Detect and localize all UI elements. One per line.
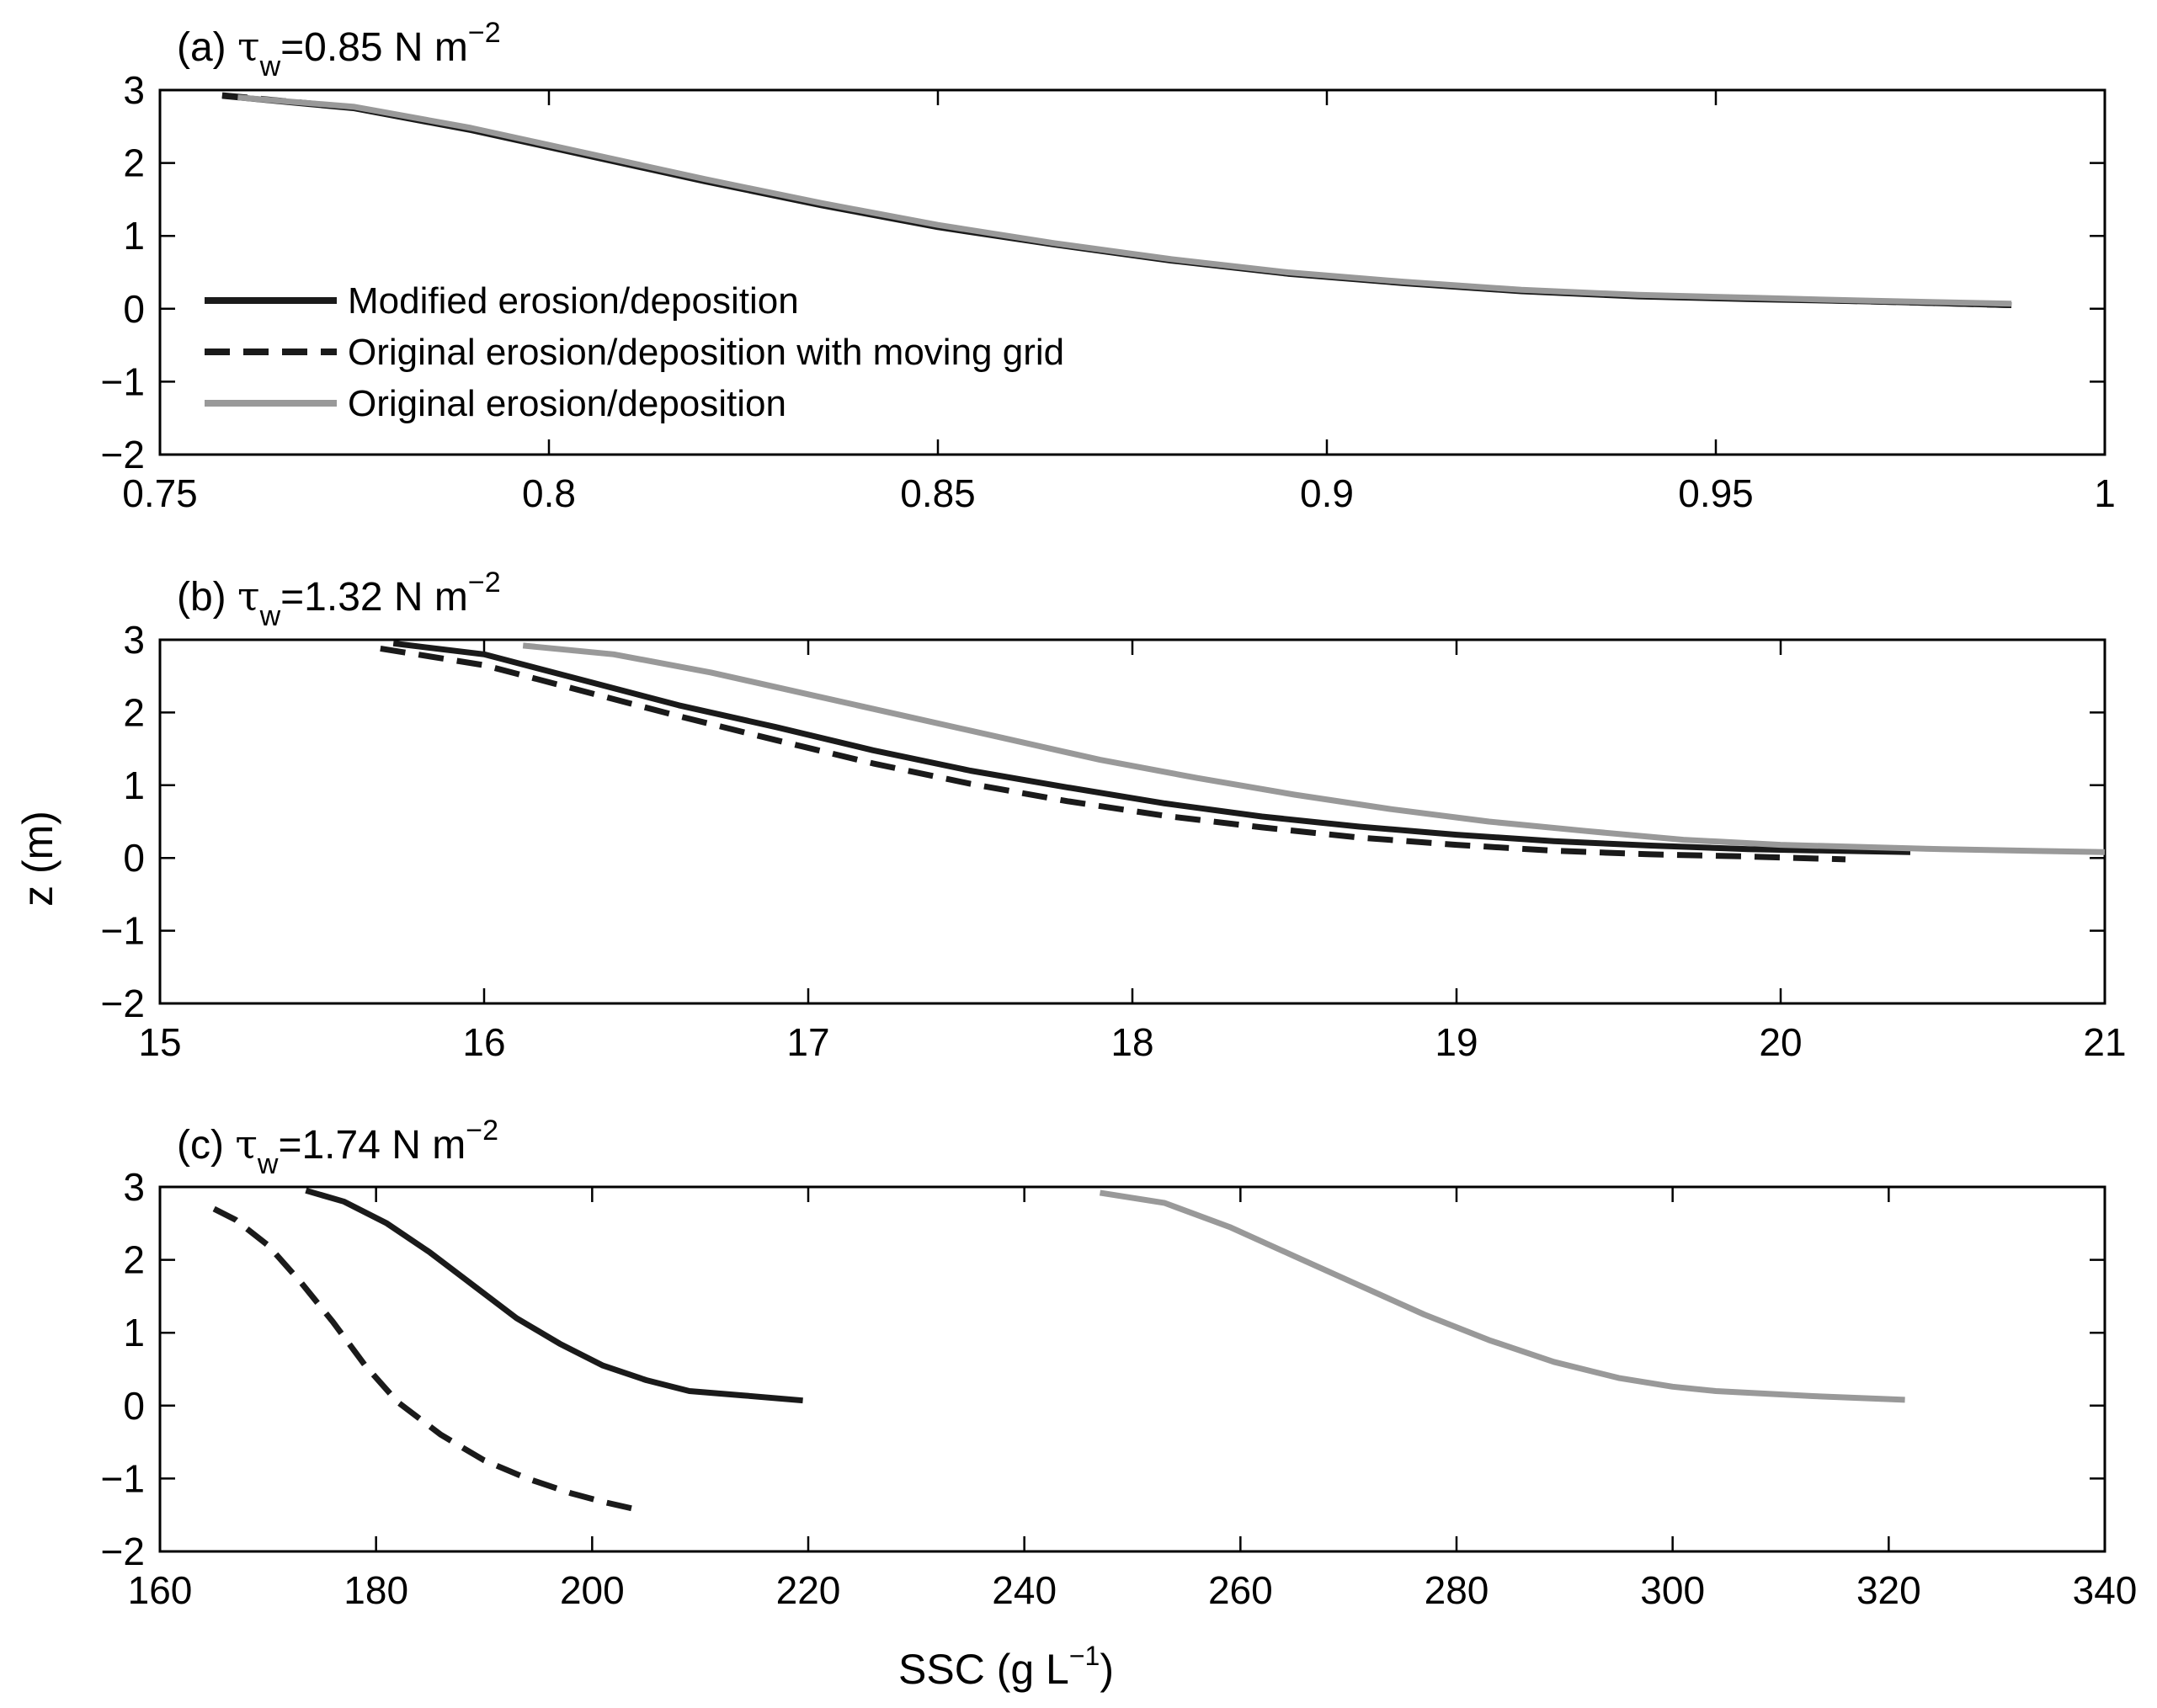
x-tick-label: 320 [1856, 1568, 1921, 1612]
y-tick-label: −1 [101, 1456, 145, 1500]
x-tick-label: 18 [1110, 1020, 1153, 1064]
x-tick-label: 300 [1640, 1568, 1705, 1612]
y-tick-label: 0 [123, 287, 145, 331]
x-tick-label: 240 [992, 1568, 1057, 1612]
legend-label-modified: Modified erosion/deposition [348, 280, 799, 322]
panel-title-exponent: −2 [468, 17, 501, 49]
panel-a: (a) τw=0.85 N m−20.75 0.8 0.85 0.9 0.95 13210… [101, 17, 2116, 515]
plot-frame [158, 88, 2106, 456]
x-axis-label-exponent: −1 [1069, 1641, 1100, 1671]
series-line-moving-grid [212, 1205, 636, 1513]
x-tick-label: 0.9 [1300, 471, 1354, 515]
series-line-original [1099, 1189, 1905, 1403]
series-line-moving-grid [221, 92, 2012, 308]
panel-title: (b) τw=1.32 N m−2 [177, 567, 501, 632]
panels: (a) τw=0.85 N m−20.75 0.8 0.85 0.9 0.95 13210… [101, 17, 2138, 1612]
x-tick-label: 17 [786, 1020, 829, 1064]
y-tick-label: −2 [101, 982, 145, 1025]
x-tick-label: 340 [2073, 1568, 2138, 1612]
panel-title-value: =0.85 N m [280, 25, 468, 70]
x-tick-label: 160 [128, 1568, 193, 1612]
panel-title-tau: τ [237, 573, 260, 620]
y-tick-label: 1 [123, 214, 145, 258]
y-tick-label: 3 [123, 618, 145, 662]
y-tick-label: 0 [123, 1384, 145, 1428]
x-axis-label-text: SSC (g L [898, 1646, 1069, 1693]
x-axis-label: SSC (g L−1) [898, 1641, 1114, 1693]
panel-title-subscript: w [257, 1148, 279, 1180]
y-tick-label: 2 [123, 141, 145, 185]
series-line-original [237, 94, 2012, 307]
y-tick-label: −1 [101, 359, 145, 403]
plot-frame [158, 638, 2106, 1005]
x-tick-label: 0.8 [522, 471, 576, 515]
x-tick-label: 20 [1759, 1020, 1802, 1064]
x-axis-label-close: ) [1100, 1646, 1114, 1693]
panel-title-exponent: −2 [466, 1115, 498, 1147]
x-tick-label: 180 [344, 1568, 408, 1612]
panel-title: (a) τw=0.85 N m−2 [177, 17, 501, 82]
panel-title-subscript: w [259, 600, 281, 632]
x-tick-label: 260 [1208, 1568, 1273, 1612]
x-tick-label: 19 [1435, 1020, 1478, 1064]
y-axis-label: z (m) [14, 811, 61, 907]
y-tick-label: −2 [101, 1530, 145, 1573]
panel-title-tau: τ [235, 1121, 258, 1168]
x-tick-label: 220 [776, 1568, 841, 1612]
x-tick-label: 200 [560, 1568, 625, 1612]
series-line-original [522, 642, 2106, 855]
panel-title-exponent: −2 [468, 567, 501, 599]
y-tick-label: 0 [123, 836, 145, 880]
x-tick-label: 16 [462, 1020, 505, 1064]
y-tick-label: −2 [101, 433, 145, 476]
x-tick-label: 280 [1425, 1568, 1489, 1612]
legend: Modified erosion/deposition Original ero… [205, 280, 1064, 424]
panel-title-prefix: (c) [177, 1123, 235, 1168]
x-tick-label: 21 [2083, 1020, 2126, 1064]
x-tick-label: 0.95 [1678, 471, 1754, 515]
x-tick-label: 0.75 [122, 471, 198, 515]
legend-label-moving-grid: Original erosion/deposition with moving … [348, 332, 1064, 373]
panel-title-subscript: w [259, 51, 281, 82]
y-tick-label: 3 [123, 1165, 145, 1209]
x-tick-label: 1 [2094, 471, 2116, 515]
y-tick-label: 1 [123, 764, 145, 807]
y-tick-label: 3 [123, 68, 145, 112]
series-line-modified [392, 640, 1911, 855]
x-tick-label: 15 [138, 1020, 181, 1064]
panel-title-prefix: (b) [177, 575, 237, 620]
y-tick-label: −1 [101, 909, 145, 953]
panel-title-tau: τ [237, 24, 260, 71]
panel-title-prefix: (a) [177, 25, 237, 70]
panel-title: (c) τw=1.74 N m−2 [177, 1115, 498, 1180]
panel-title-value: =1.74 N m [278, 1123, 466, 1168]
legend-label-original: Original erosion/deposition [348, 383, 786, 424]
x-tick-label: 0.85 [900, 471, 976, 515]
series-line-modified [305, 1187, 803, 1404]
y-tick-label: 2 [123, 690, 145, 734]
series-line-moving-grid [380, 645, 1846, 863]
y-tick-label: 1 [123, 1311, 145, 1354]
panel-title-value: =1.32 N m [280, 575, 468, 620]
plot-frame [158, 1185, 2106, 1553]
y-tick-label: 2 [123, 1238, 145, 1282]
series-line-modified [221, 93, 2012, 308]
